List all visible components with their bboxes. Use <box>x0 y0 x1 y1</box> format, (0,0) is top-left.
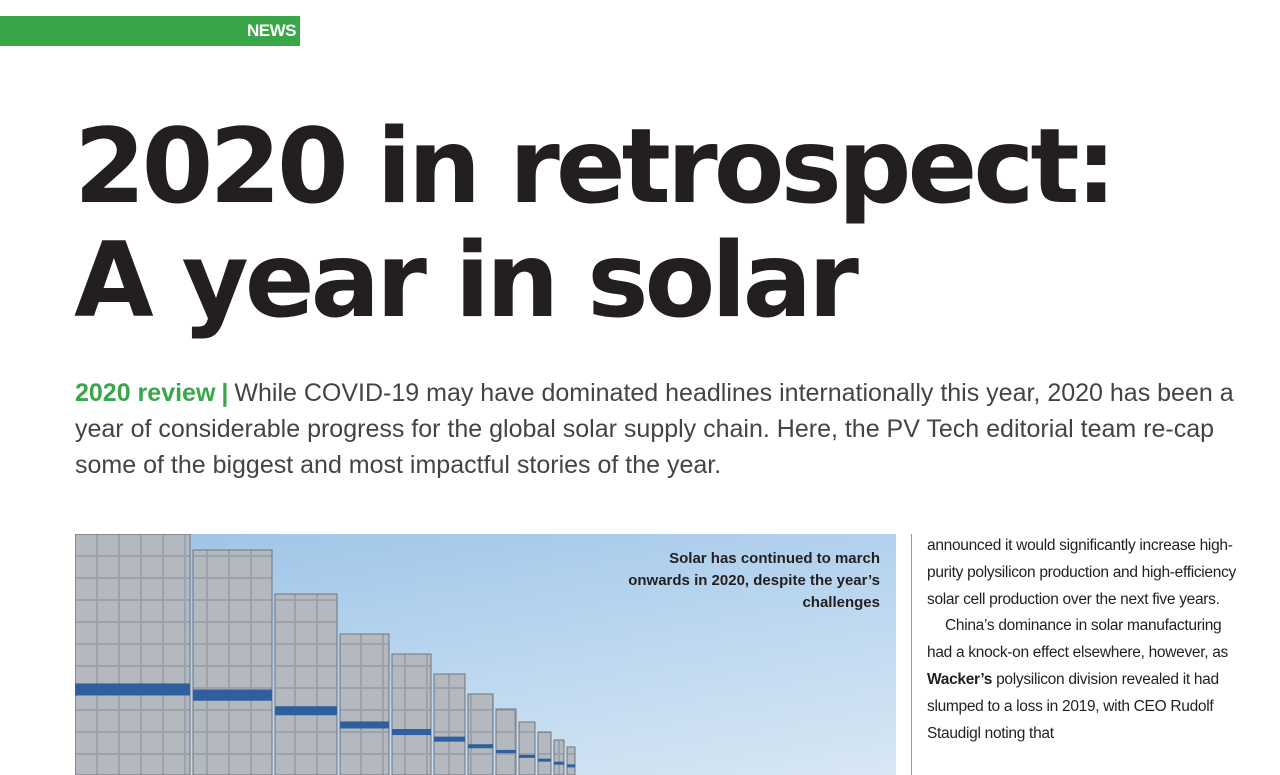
solar-panel <box>537 731 552 775</box>
body-paragraph-2-lead: China’s dominance in solar manufac­turin… <box>927 617 1229 662</box>
company-name-wacker: Wacker’s <box>927 670 993 688</box>
solar-panel <box>391 653 432 775</box>
panel-frame-bar <box>340 721 389 729</box>
solar-panel <box>274 593 338 775</box>
panel-frame-bar <box>75 683 190 696</box>
standfirst-kicker: 2020 review <box>75 379 216 407</box>
solar-panel <box>75 534 191 775</box>
panel-frame-bar <box>538 758 551 762</box>
panel-frame-bar <box>567 764 575 768</box>
column-rule <box>911 534 912 775</box>
standfirst-text: While COVID-19 may have dominated headli… <box>75 379 1234 479</box>
panel-frame-bar <box>392 729 431 736</box>
panel-frame-bar <box>554 761 564 765</box>
panel-frame-bar <box>496 749 516 754</box>
section-tab: NEWS <box>0 16 300 46</box>
headline-line-1: 2020 in retrospect: <box>74 107 1117 227</box>
article-headline: 2020 in retrospect: A year in solar <box>74 107 1117 341</box>
panel-frame-bar <box>193 689 272 701</box>
article-body-column: announced it would significantly increas… <box>927 533 1239 747</box>
solar-panel <box>192 549 273 775</box>
solar-panel <box>566 746 576 775</box>
body-paragraph-2-rest: polysilicon division revealed it had slu… <box>927 670 1219 742</box>
solar-panels-photo: Solar has continued to march onwards in … <box>75 534 896 775</box>
solar-panel <box>518 721 536 775</box>
panel-frame-bar <box>275 706 337 716</box>
solar-panel-array-illustration <box>75 534 576 775</box>
solar-panel <box>433 673 466 775</box>
body-paragraph-1: announced it would significantly increas… <box>927 537 1236 608</box>
headline-line-2: A year in solar <box>74 221 859 341</box>
panel-frame-bar <box>468 744 493 749</box>
panel-frame-bar <box>434 736 465 742</box>
solar-panel <box>553 739 565 775</box>
body-paragraph-2: China’s dominance in solar manufac­turin… <box>927 613 1239 747</box>
photo-caption: Solar has continued to march onwards in … <box>628 550 880 611</box>
standfirst: 2020 review | While COVID-19 may have domi… <box>75 375 1235 483</box>
section-label: NEWS <box>247 21 297 40</box>
solar-panel <box>467 693 494 775</box>
solar-panel <box>495 708 517 775</box>
standfirst-separator: | <box>221 379 229 407</box>
solar-panel <box>339 633 390 775</box>
panel-frame-bar <box>519 754 535 758</box>
